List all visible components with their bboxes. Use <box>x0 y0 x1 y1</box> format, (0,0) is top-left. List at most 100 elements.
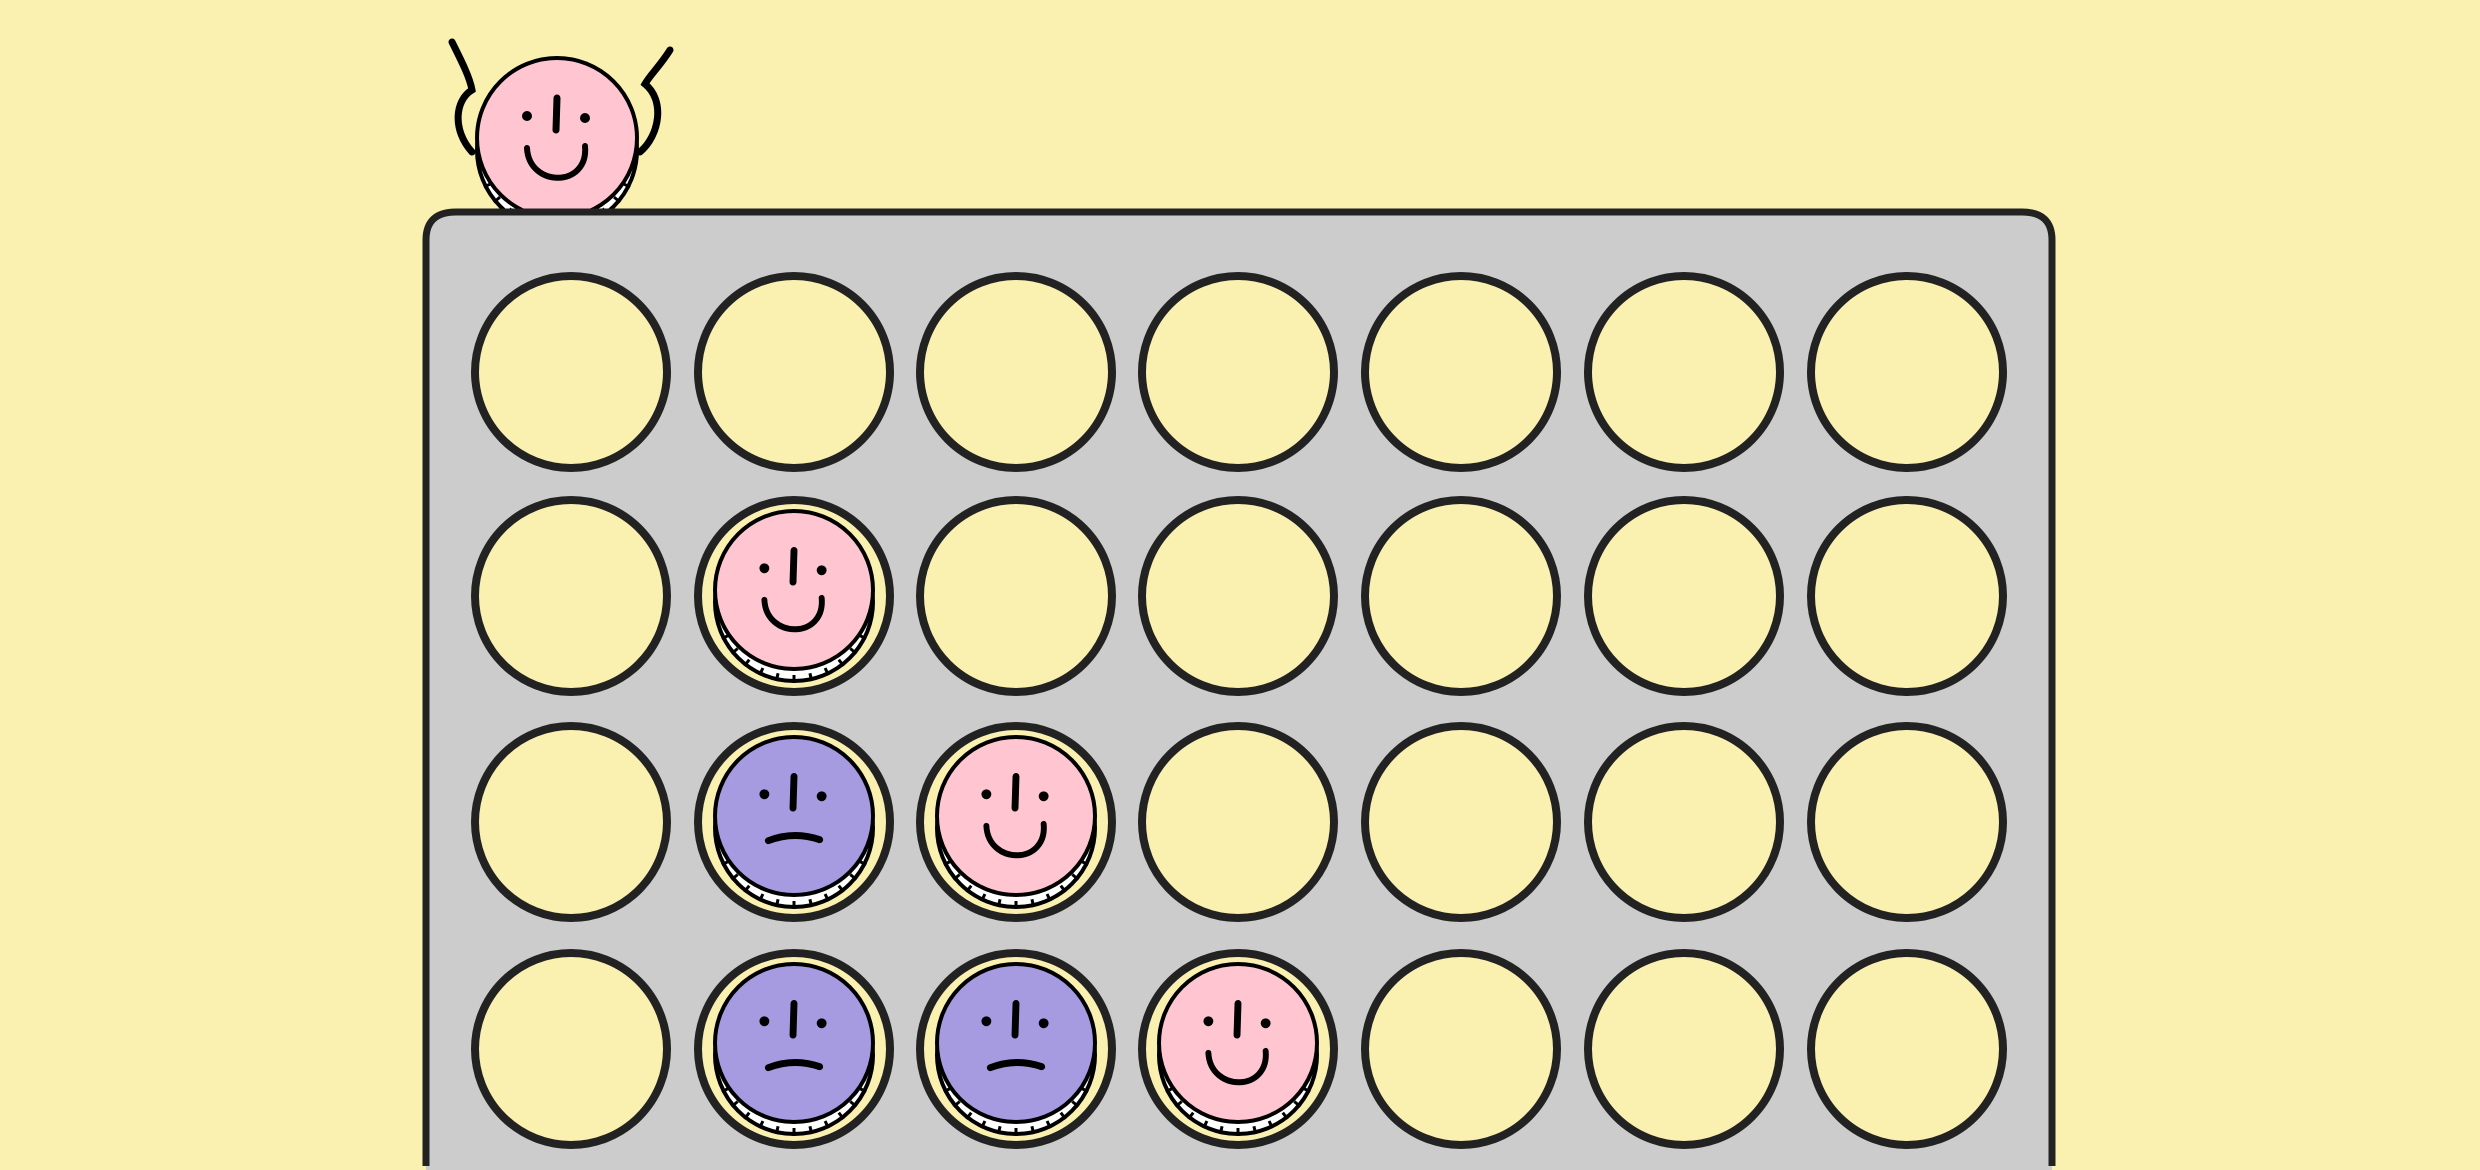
pink-piece <box>1157 962 1319 1136</box>
coin-ridge <box>823 1120 830 1129</box>
purple-piece <box>713 735 875 909</box>
coin-ridge <box>1281 1111 1289 1120</box>
slot-hole <box>471 496 671 696</box>
coin-ridge <box>808 672 814 682</box>
purple-piece <box>713 962 875 1136</box>
piece-face-disc <box>935 735 1097 897</box>
smiley-face-icon <box>759 547 827 633</box>
coin-ridge <box>774 1125 780 1135</box>
coin-ridge <box>730 873 739 881</box>
board-slot-r4-c4[interactable] <box>1138 949 1338 1149</box>
purple-piece <box>935 962 1097 1136</box>
slot-hole <box>1361 722 1561 922</box>
board-slot-r4-c6[interactable] <box>1584 949 1784 1149</box>
board-slot-r1-c1[interactable] <box>471 272 671 472</box>
board-slot-r1-c2[interactable] <box>694 272 894 472</box>
coin-ridge <box>965 1111 973 1120</box>
slot-hole <box>916 272 1116 472</box>
board-slot-r2-c7[interactable] <box>1807 496 2007 696</box>
pink-piece <box>475 56 639 232</box>
slot-hole <box>1361 496 1561 696</box>
slot-hole <box>1807 722 2007 922</box>
coin-ridge <box>1293 1100 1302 1108</box>
board-slot-r1-c4[interactable] <box>1138 272 1338 472</box>
coin-ridge <box>492 195 501 204</box>
board-slot-r4-c7[interactable] <box>1807 949 2007 1149</box>
slot-hole <box>1361 272 1561 472</box>
slot-hole <box>1138 496 1338 696</box>
board-slot-r3-c2[interactable] <box>694 722 894 922</box>
board-slot-r2-c2[interactable] <box>694 496 894 696</box>
board-slot-r3-c7[interactable] <box>1807 722 2007 922</box>
board-slot-r3-c1[interactable] <box>471 722 671 922</box>
coin-ridge <box>774 898 780 908</box>
slot-hole <box>471 722 671 922</box>
piece-face-disc <box>475 56 639 220</box>
coin-ridge <box>1252 1125 1258 1135</box>
coin-ridge <box>849 873 858 881</box>
coin-ridge <box>758 1120 765 1129</box>
coin-ridge <box>965 884 973 893</box>
board-slot-r2-c4[interactable] <box>1138 496 1338 696</box>
slot-hole <box>471 949 671 1149</box>
coin-ridge <box>1045 893 1052 902</box>
smiley-face-icon <box>1203 1000 1271 1086</box>
board-slot-r2-c3[interactable] <box>916 496 1116 696</box>
coin-ridge <box>1059 1111 1067 1120</box>
coin-ridge <box>1267 1120 1274 1129</box>
coin-ridge <box>952 873 961 881</box>
coin-ridge <box>1187 1111 1195 1120</box>
board-slot-r4-c3[interactable] <box>916 949 1116 1149</box>
coin-ridge <box>1071 1100 1080 1108</box>
slot-hole <box>1584 722 1784 922</box>
board-slot-r4-c5[interactable] <box>1361 949 1561 1149</box>
slot-hole <box>1584 496 1784 696</box>
coin-ridge <box>613 195 622 204</box>
board-slot-r1-c5[interactable] <box>1361 272 1561 472</box>
game-board[interactable] <box>422 208 2056 1170</box>
slot-hole <box>1584 272 1784 472</box>
coin-ridge <box>837 658 845 667</box>
coin-ridge <box>1030 1125 1036 1135</box>
coin-ridge <box>758 667 765 676</box>
board-slot-r4-c1[interactable] <box>471 949 671 1149</box>
coin-ridge <box>1059 884 1067 893</box>
current-player-piece[interactable] <box>448 38 674 232</box>
coin-ridge <box>837 1111 845 1120</box>
slot-hole <box>1584 949 1784 1149</box>
coin-ridge <box>774 672 780 682</box>
coin-ridge <box>837 884 845 893</box>
slot-hole <box>1807 272 2007 472</box>
board-slot-r1-c3[interactable] <box>916 272 1116 472</box>
board-slot-r3-c5[interactable] <box>1361 722 1561 922</box>
right-arm-icon <box>636 46 674 156</box>
board-slot-r1-c7[interactable] <box>1807 272 2007 472</box>
board-slot-r2-c5[interactable] <box>1361 496 1561 696</box>
piece-face-disc <box>713 962 875 1124</box>
board-slot-r2-c6[interactable] <box>1584 496 1784 696</box>
smiley-face-icon <box>522 94 590 181</box>
board-slot-r2-c1[interactable] <box>471 496 671 696</box>
board-slot-r3-c6[interactable] <box>1584 722 1784 922</box>
coin-ridge <box>1071 873 1080 881</box>
coin-ridge <box>743 1111 751 1120</box>
slot-hole <box>1807 496 2007 696</box>
coin-ridge <box>952 1100 961 1108</box>
coin-ridge <box>996 1125 1002 1135</box>
frown-face-icon <box>981 1000 1049 1072</box>
coin-ridge <box>980 893 987 902</box>
board-slot-r4-c2[interactable] <box>694 949 894 1149</box>
coin-ridge <box>1030 898 1036 908</box>
coin-ridge <box>849 647 858 655</box>
pink-piece <box>935 735 1097 909</box>
coin-ridge <box>1202 1120 1209 1129</box>
coin-ridge <box>823 667 830 676</box>
board-slot-r3-c4[interactable] <box>1138 722 1338 922</box>
slot-hole <box>1361 949 1561 1149</box>
slot-hole <box>1138 722 1338 922</box>
frown-face-icon <box>759 773 827 845</box>
board-slot-r1-c6[interactable] <box>1584 272 1784 472</box>
slot-hole <box>694 272 894 472</box>
board-slot-r3-c3[interactable] <box>916 722 1116 922</box>
coin-ridge <box>980 1120 987 1129</box>
